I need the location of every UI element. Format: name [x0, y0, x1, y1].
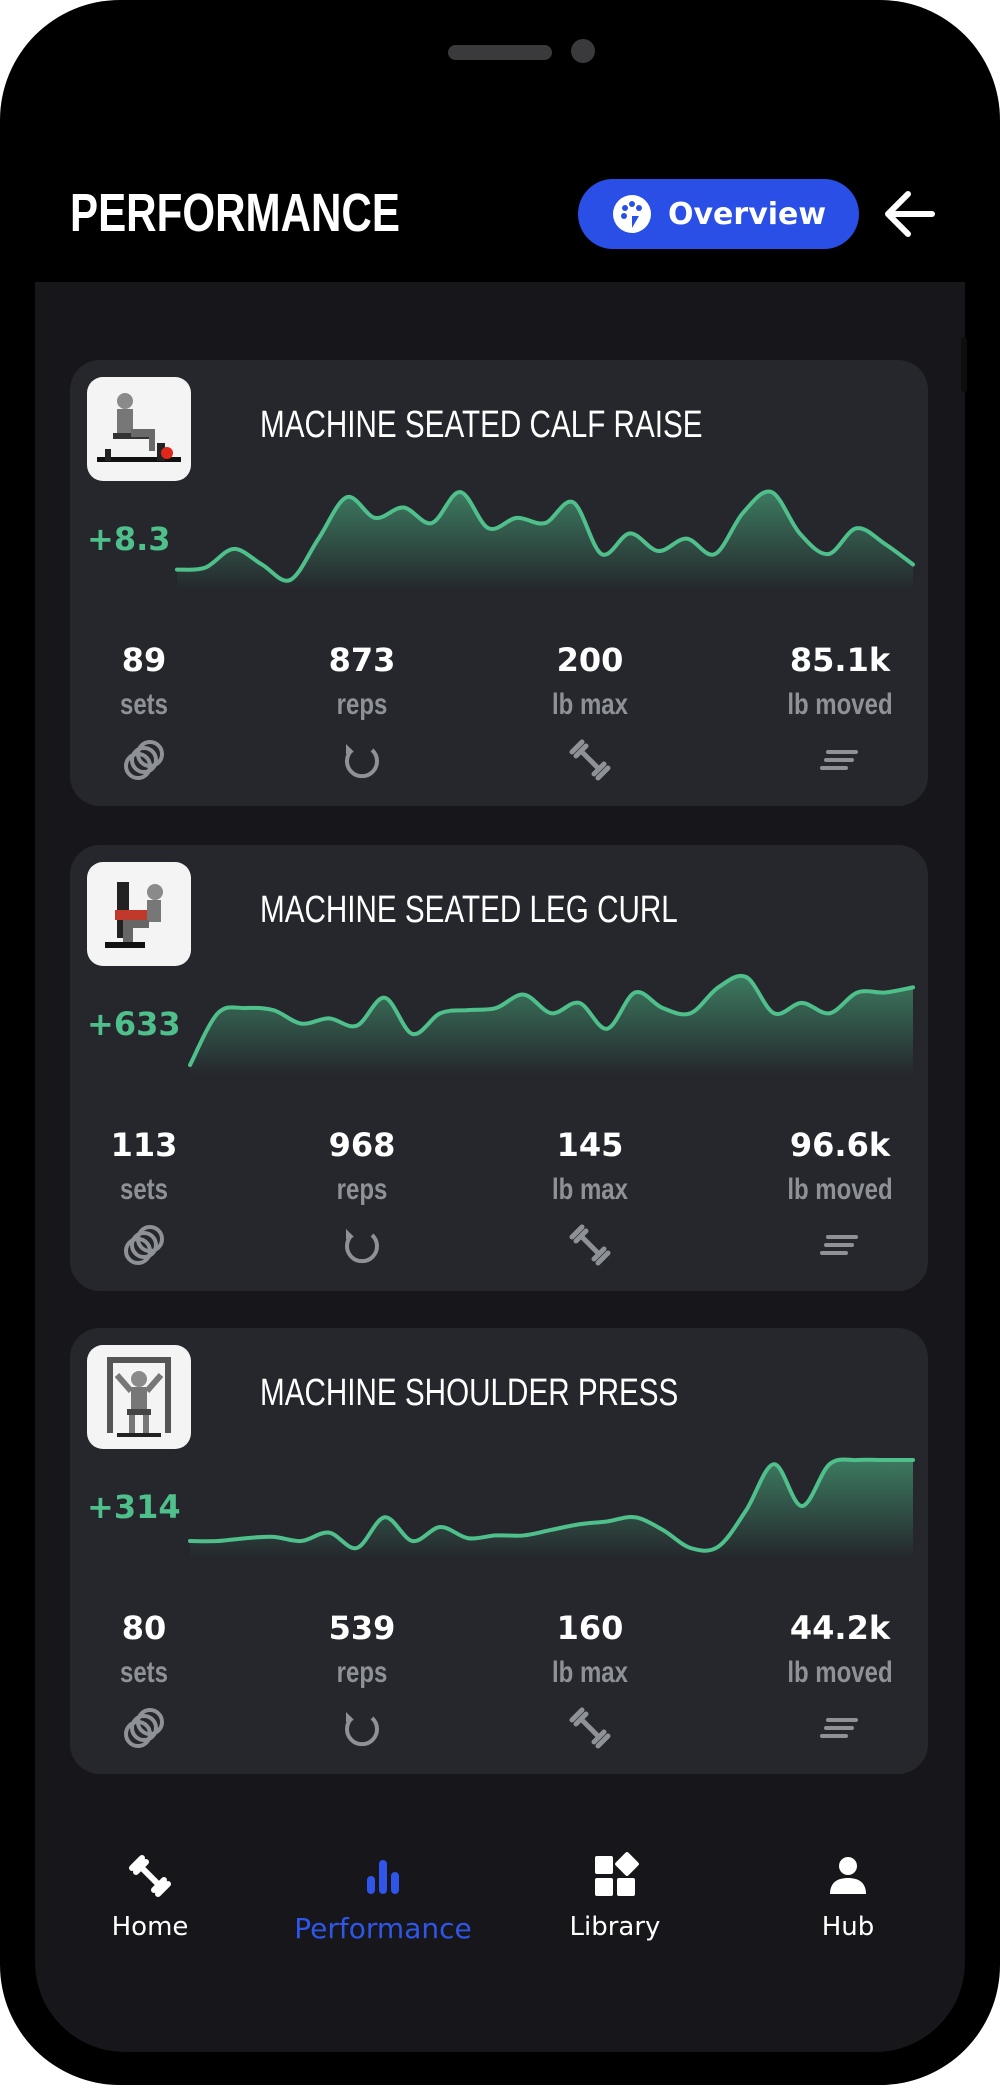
stat-unit: sets [119, 688, 169, 721]
tab-label: Performance [294, 1912, 472, 1945]
stat-unit: lb moved [787, 1656, 893, 1689]
tab-hub[interactable]: Hub [748, 1852, 948, 1942]
stat-max: 200 lb max [510, 640, 670, 784]
sparkline-area [190, 975, 913, 1075]
stat-value: 539 [328, 1609, 396, 1647]
exercise-thumbnail [87, 377, 191, 481]
stat-value: 873 [328, 641, 396, 679]
bar-chart-icon [367, 1860, 399, 1894]
stat-unit: lb moved [787, 688, 893, 721]
exercise-thumbnail [87, 1345, 191, 1449]
stat-value: 200 [556, 641, 624, 679]
rings-icon [124, 1708, 164, 1748]
trend-sparkline [188, 973, 915, 1075]
stat-value: 968 [328, 1126, 396, 1164]
overview-button[interactable]: Overview [578, 179, 859, 249]
stat-unit: reps [336, 688, 388, 721]
stat-moved: 44.2k lb moved [760, 1608, 920, 1752]
header: PERFORMANCE Overview [0, 170, 1000, 280]
refresh-icon [345, 1229, 379, 1264]
stat-value: 89 [121, 641, 167, 679]
rings-icon [124, 1225, 164, 1265]
back-arrow-icon[interactable] [882, 188, 938, 240]
stat-unit: lb max [551, 1173, 629, 1206]
stat-max: 160 lb max [510, 1608, 670, 1752]
refresh-icon [345, 744, 379, 779]
exercise-card[interactable]: MACHINE SEATED CALF RAISE +8.3 89 sets 8… [70, 360, 928, 806]
camera-dot [571, 39, 595, 63]
dumbbell-icon [569, 739, 611, 781]
sparkline-line [188, 1457, 915, 1553]
lines-icon [820, 750, 858, 770]
stat-unit: sets [119, 1656, 169, 1689]
tab-label: Home [111, 1912, 189, 1942]
stat-reps: 539 reps [282, 1608, 442, 1752]
exercise-name: MACHINE SHOULDER PRESS [260, 1372, 679, 1414]
stat-moved: 96.6k lb moved [760, 1125, 920, 1269]
exercise-thumbnail [87, 862, 191, 966]
trend-sparkline [175, 489, 915, 590]
stat-value: 80 [121, 1609, 167, 1647]
lines-icon [820, 1718, 858, 1738]
speaker-pill [448, 45, 552, 60]
stat-value: 113 [110, 1126, 178, 1164]
stat-moved: 85.1k lb moved [760, 640, 920, 784]
exercise-card[interactable]: MACHINE SEATED LEG CURL +633 113 sets 96… [70, 845, 928, 1291]
stat-unit: reps [336, 1656, 388, 1689]
stat-unit: lb max [551, 1656, 629, 1689]
trend-sparkline [188, 1457, 915, 1558]
stat-unit: lb moved [787, 1173, 893, 1206]
dumbbell-icon [569, 1707, 611, 1749]
refresh-icon [345, 1712, 379, 1747]
sparkline-line [175, 489, 915, 583]
tab-label: Library [569, 1912, 661, 1942]
palette-icon [613, 195, 651, 233]
stat-value: 160 [556, 1609, 624, 1647]
tab-home[interactable]: Home [50, 1852, 250, 1942]
sparkline-area [177, 491, 913, 590]
bottom-tab-bar: Home Performance Library Hub [35, 1852, 965, 1982]
overview-label: Overview [668, 196, 827, 232]
trend-delta: +633 [87, 1005, 181, 1043]
stat-value: 96.6k [789, 1126, 891, 1164]
tab-performance[interactable]: Performance [283, 1852, 483, 1945]
rings-icon [124, 740, 164, 780]
sparkline-line [188, 973, 915, 1067]
dumbbell-icon [569, 1224, 611, 1266]
stat-sets: 80 sets [64, 1608, 224, 1752]
stat-reps: 968 reps [282, 1125, 442, 1269]
stat-reps: 873 reps [282, 640, 442, 784]
scrollbar[interactable] [961, 337, 967, 392]
stat-unit: lb max [551, 688, 629, 721]
trend-delta: +8.3 [87, 520, 171, 558]
exercise-card[interactable]: MACHINE SHOULDER PRESS +314 80 sets 539 … [70, 1328, 928, 1774]
tab-label: Hub [821, 1912, 875, 1942]
stat-sets: 89 sets [64, 640, 224, 784]
exercise-name: MACHINE SEATED LEG CURL [260, 889, 678, 931]
stat-max: 145 lb max [510, 1125, 670, 1269]
stat-value: 145 [556, 1126, 624, 1164]
tab-library[interactable]: Library [515, 1852, 715, 1942]
stat-unit: reps [336, 1173, 388, 1206]
grid-icon [595, 1852, 639, 1896]
exercise-name: MACHINE SEATED CALF RAISE [260, 404, 703, 446]
page-title: PERFORMANCE [70, 183, 400, 243]
sparkline-area [190, 1459, 913, 1558]
stat-unit: sets [119, 1173, 169, 1206]
stat-value: 44.2k [789, 1609, 891, 1647]
content-panel[interactable]: MACHINE SEATED CALF RAISE +8.3 89 sets 8… [35, 282, 967, 2052]
dumbbell-icon [129, 1855, 171, 1897]
stat-sets: 113 sets [64, 1125, 224, 1269]
person-icon [830, 1857, 866, 1894]
trend-delta: +314 [87, 1488, 181, 1526]
lines-icon [820, 1235, 858, 1255]
stat-value: 85.1k [789, 641, 891, 679]
